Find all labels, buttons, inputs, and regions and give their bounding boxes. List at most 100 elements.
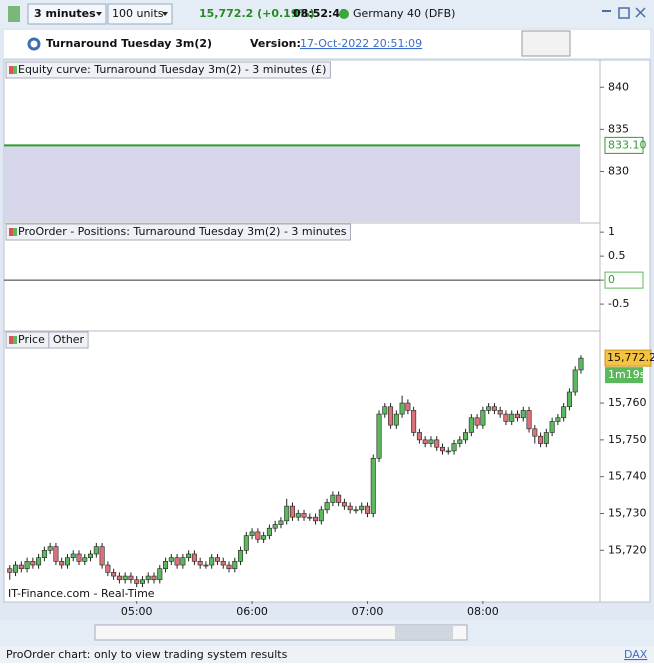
candle-body — [405, 402, 411, 411]
candle-body — [174, 557, 180, 566]
version-date[interactable]: 17-Oct-2022 20:51:09 — [300, 37, 422, 50]
candle-body — [301, 513, 307, 518]
system-name: Turnaround Tuesday 3m(2) — [46, 37, 212, 50]
market-link[interactable]: DAX — [624, 648, 648, 661]
legend-swatch — [13, 228, 17, 236]
y-tick-label: 15,730 — [608, 506, 647, 519]
status-message: ProOrder chart: only to view trading sys… — [6, 648, 288, 661]
x-tick-label: 05:00 — [121, 605, 153, 618]
legend-swatch — [13, 336, 17, 344]
minimize[interactable] — [602, 10, 611, 12]
y-tick-label: -0.5 — [608, 297, 629, 310]
units-select[interactable] — [107, 3, 173, 25]
candle-body — [555, 417, 561, 422]
candle-body — [18, 564, 24, 570]
timer-box — [605, 367, 643, 384]
legend-swatch — [9, 336, 13, 344]
candle-body — [278, 520, 284, 525]
close[interactable] — [635, 7, 646, 18]
candle-body — [7, 568, 13, 573]
candle-body — [399, 402, 405, 415]
scrollbar[interactable] — [94, 624, 468, 641]
y-tick-label: 15,740 — [608, 470, 647, 483]
y-tick-label: 15,760 — [608, 396, 647, 409]
value-box — [604, 271, 644, 289]
candle-body — [128, 575, 134, 581]
candle-body — [330, 494, 336, 503]
statusbar-bg — [0, 646, 654, 663]
candle-body — [428, 439, 434, 444]
instrument: Germany 40 (DFB) — [353, 7, 455, 20]
candle-body — [434, 439, 440, 448]
y-tick-label: 15,720 — [608, 543, 647, 556]
candle-body — [266, 527, 272, 536]
candle-body — [47, 546, 53, 551]
candle-body — [336, 494, 342, 503]
legend-item-bg — [48, 331, 89, 349]
value-label: 833.10 — [608, 138, 647, 151]
panel-title: Equity curve: Turnaround Tuesday 3m(2) -… — [18, 63, 326, 76]
candle-body — [226, 564, 232, 570]
candle-body — [139, 579, 145, 584]
candle-body — [532, 428, 538, 437]
candle-body — [111, 572, 117, 577]
candle-body — [566, 391, 572, 408]
candle-body — [388, 406, 394, 426]
report-button[interactable] — [521, 30, 571, 57]
candle-body — [520, 410, 526, 419]
candle-body — [318, 509, 324, 522]
timeframe-select[interactable] — [27, 3, 107, 25]
candle-body — [214, 557, 220, 562]
value-box — [604, 136, 644, 154]
candle-body — [30, 561, 36, 566]
candle-body — [88, 553, 94, 558]
candle-body — [411, 410, 417, 433]
scroll-thumb[interactable] — [395, 626, 453, 639]
y-tick-label: 835 — [608, 122, 629, 135]
candle-body — [486, 406, 492, 411]
maximize[interactable] — [618, 7, 630, 19]
candle-body — [359, 505, 365, 511]
candle-body — [422, 439, 428, 444]
candle-body — [122, 575, 128, 581]
candle-body — [491, 406, 497, 411]
legend-swatch — [13, 66, 17, 74]
dropdown-arrow — [162, 12, 168, 16]
quote: 15,772.2 (+0.19%) — [199, 7, 315, 20]
candle-body — [191, 553, 197, 562]
candle-body — [255, 531, 261, 540]
x-tick-label: 08:00 — [467, 605, 499, 618]
app-icon — [8, 6, 20, 22]
candle-body — [445, 450, 451, 453]
panel-title: ProOrder - Positions: Turnaround Tuesday… — [18, 225, 347, 238]
candle-body — [13, 564, 19, 573]
equity-area — [4, 145, 580, 222]
candle-body — [463, 432, 469, 441]
candle-body — [59, 561, 65, 566]
candle-body — [243, 535, 249, 551]
y-tick-label: 840 — [608, 80, 629, 93]
units: 100 units — [112, 7, 164, 20]
candle-body — [295, 513, 301, 518]
legend-swatch — [9, 66, 13, 74]
candle-body — [307, 516, 313, 519]
candle-body — [24, 561, 30, 570]
candle-body — [313, 516, 319, 522]
panel-title-bg — [5, 223, 351, 241]
candle-body — [105, 564, 111, 573]
x-tick-label: 07:00 — [352, 605, 384, 618]
value-label: 0 — [608, 273, 615, 286]
candle-body — [261, 535, 267, 540]
last-price-label: 15,772.2 — [607, 351, 654, 364]
candle-body — [220, 561, 226, 566]
candle-body — [578, 357, 584, 371]
candle-body — [393, 413, 399, 426]
candle-body — [41, 550, 47, 558]
candle-body — [503, 413, 509, 422]
candle-body — [238, 550, 244, 562]
candle-body — [209, 557, 215, 566]
candle-body — [439, 446, 445, 452]
candle-body — [347, 505, 353, 511]
